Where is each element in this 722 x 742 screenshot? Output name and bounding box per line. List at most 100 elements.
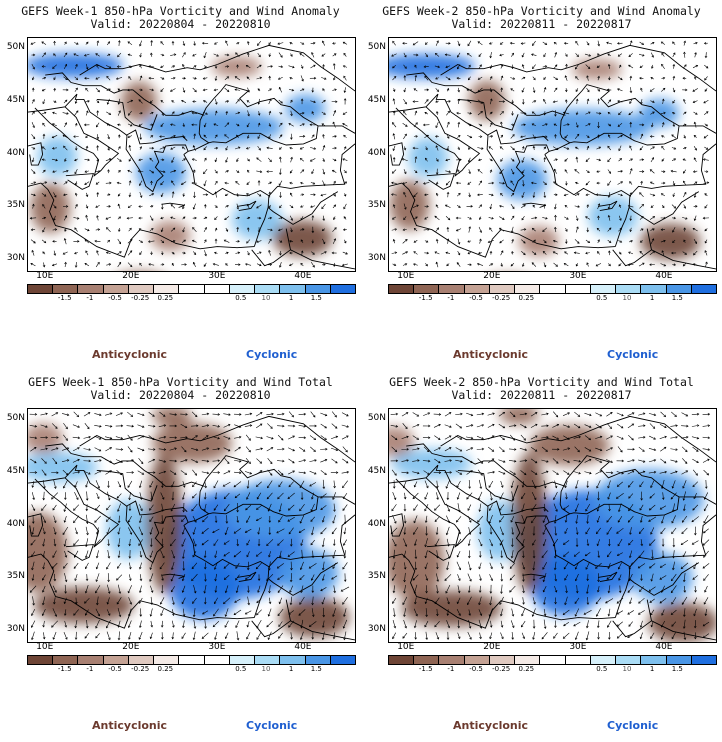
- wind-arrow-head: [555, 77, 559, 80]
- wind-arrow: [533, 87, 535, 93]
- wind-arrow: [692, 458, 699, 463]
- wind-arrow-head: [521, 532, 524, 536]
- wind-arrow-head: [445, 251, 448, 255]
- wind-arrow: [413, 504, 418, 511]
- wind-arrow: [160, 88, 164, 92]
- wind-arrow-head: [95, 590, 98, 594]
- wind-arrow: [170, 538, 176, 546]
- wind-arrow-head: [470, 447, 474, 450]
- wind-arrow: [247, 52, 249, 57]
- wind-arrow-head: [86, 532, 89, 536]
- wind-arrow-head: [673, 52, 676, 55]
- wind-arrow-head: [343, 206, 346, 210]
- wind-arrow: [214, 181, 218, 186]
- wind-arrow: [478, 538, 483, 547]
- wind-arrow-head: [223, 577, 227, 580]
- wind-arrow-head: [456, 519, 459, 523]
- wind-arrow: [62, 170, 69, 173]
- wind-arrow-head: [44, 181, 48, 184]
- wind-arrow-head: [289, 42, 292, 45]
- wind-arrow: [500, 480, 504, 488]
- wind-arrow: [467, 53, 472, 57]
- wind-arrow-head: [587, 170, 590, 174]
- wind-arrow-head: [259, 76, 263, 80]
- wind-arrow-head: [618, 204, 622, 207]
- wind-arrow: [117, 52, 122, 57]
- wind-arrow: [97, 157, 99, 162]
- wind-arrow-head: [314, 424, 317, 428]
- wind-arrow-head: [704, 193, 707, 196]
- wind-arrow: [223, 413, 231, 416]
- wind-arrow: [499, 227, 505, 232]
- wind-arrow-head: [41, 613, 45, 617]
- wind-arrow: [212, 621, 220, 627]
- wind-arrow: [628, 53, 633, 57]
- wind-arrow: [424, 99, 429, 104]
- colorbar-label: 1.5: [310, 665, 322, 673]
- wind-arrow-head: [458, 205, 461, 208]
- wind-arrow-head: [33, 181, 37, 184]
- wind-arrow-head: [53, 40, 56, 44]
- wind-arrow-head: [225, 40, 228, 43]
- wind-arrow-head: [468, 567, 472, 571]
- wind-arrow-head: [684, 252, 687, 255]
- wind-arrow-head: [406, 471, 409, 475]
- wind-arrow-head: [292, 65, 295, 69]
- wind-arrow: [468, 585, 471, 593]
- wind-arrow-head: [587, 240, 591, 244]
- wind-arrow-head: [127, 53, 131, 57]
- wind-arrow-head: [75, 203, 78, 207]
- wind-arrow: [267, 469, 273, 476]
- wind-arrow-head: [434, 519, 438, 522]
- wind-arrow-head: [138, 123, 142, 127]
- wind-arrow-head: [153, 448, 156, 451]
- wind-arrow-head: [203, 591, 207, 594]
- wind-arrow: [499, 504, 505, 511]
- wind-arrow-head: [65, 472, 69, 476]
- map-area: [388, 37, 717, 272]
- wind-arrow: [531, 262, 537, 267]
- wind-arrow: [268, 551, 271, 558]
- wind-arrow: [106, 41, 110, 46]
- wind-arrow-head: [424, 169, 428, 173]
- wind-arrow: [63, 194, 68, 196]
- wind-arrow: [42, 52, 46, 58]
- wind-arrow: [256, 170, 262, 173]
- wind-arrow: [704, 492, 709, 500]
- wind-arrow: [401, 459, 409, 462]
- wind-arrow-head: [627, 263, 631, 267]
- wind-arrow: [659, 424, 667, 428]
- wind-arrow-head: [523, 252, 526, 256]
- wind-arrow: [530, 423, 538, 428]
- wind-arrow-head: [161, 113, 164, 116]
- wind-arrow-head: [224, 590, 228, 594]
- wind-arrow-head: [32, 147, 36, 150]
- wind-arrow-head: [478, 566, 481, 570]
- wind-arrow-head: [268, 136, 271, 140]
- wind-arrow: [467, 504, 472, 511]
- wind-arrow-head: [562, 542, 566, 545]
- wind-arrow: [435, 53, 440, 57]
- wind-arrow-head: [544, 42, 548, 45]
- wind-arrow: [694, 192, 697, 198]
- wind-arrow-head: [542, 251, 546, 254]
- wind-arrow-head: [543, 203, 547, 207]
- wind-arrow-head: [585, 193, 588, 197]
- wind-arrow: [332, 193, 336, 197]
- wind-arrow-head: [181, 532, 185, 535]
- wind-arrow-head: [703, 41, 707, 45]
- wind-arrow: [116, 470, 123, 476]
- wind-arrow-head: [499, 520, 502, 523]
- wind-arrow: [52, 64, 57, 69]
- wind-arrow: [392, 65, 396, 69]
- wind-arrow-head: [414, 556, 418, 560]
- wind-arrow-head: [182, 124, 186, 128]
- wind-arrow-head: [514, 424, 517, 427]
- wind-arrow-head: [171, 532, 174, 535]
- wind-arrow-head: [182, 90, 186, 93]
- wind-arrow-head: [290, 229, 293, 233]
- wind-arrow-head: [183, 251, 186, 255]
- wind-arrow-head: [214, 42, 217, 45]
- colorbar-swatch: [616, 285, 642, 293]
- wind-arrow: [149, 112, 154, 115]
